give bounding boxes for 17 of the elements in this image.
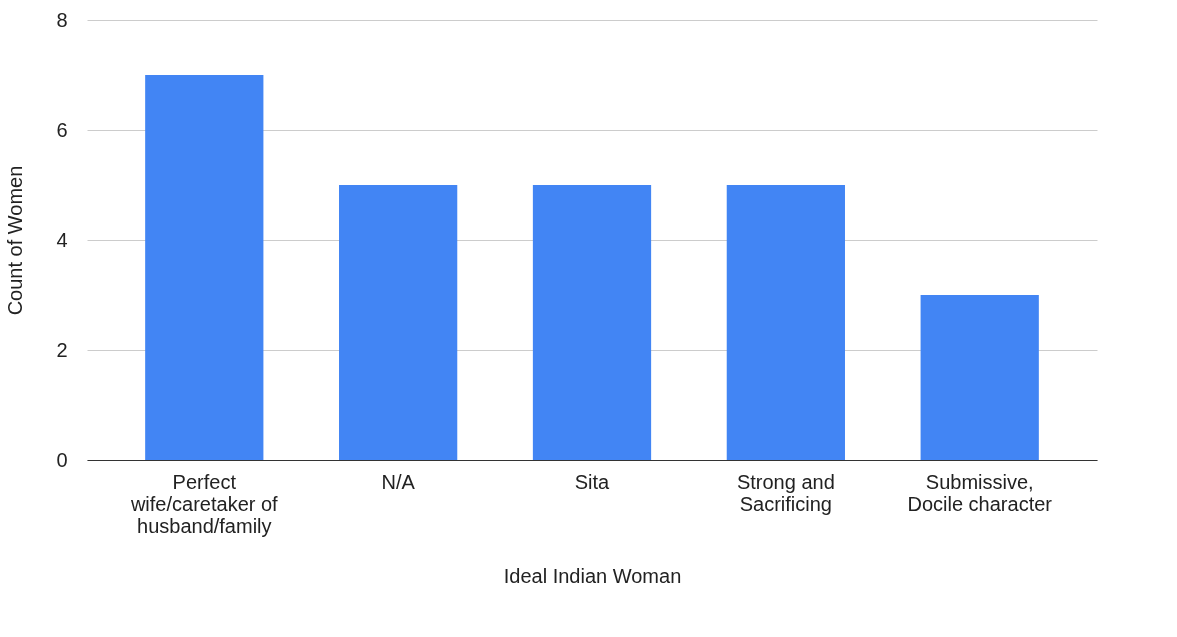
y-axis-title: Count of Women xyxy=(4,165,27,316)
x-tick-label: Submissive, Docile character xyxy=(907,470,1053,515)
x-tick-label: N/A xyxy=(381,470,416,493)
y-tick-label: 2 xyxy=(56,338,68,361)
x-tick-label: Strong and Sacrificing xyxy=(736,470,835,515)
bar xyxy=(726,185,845,460)
x-axis-title: Ideal Indian Woman xyxy=(503,564,682,587)
bar xyxy=(145,75,264,460)
bar xyxy=(532,185,652,460)
x-tick-label: Perfect wife/caretaker of husband/family xyxy=(129,470,279,537)
y-tick-label: 8 xyxy=(56,8,68,31)
bar xyxy=(339,185,458,460)
y-tick-label: 4 xyxy=(56,228,68,251)
y-tick-label: 6 xyxy=(56,118,68,141)
y-tick-label: 0 xyxy=(56,448,68,471)
bar xyxy=(920,295,1039,460)
x-tick-label: Sita xyxy=(574,470,611,493)
